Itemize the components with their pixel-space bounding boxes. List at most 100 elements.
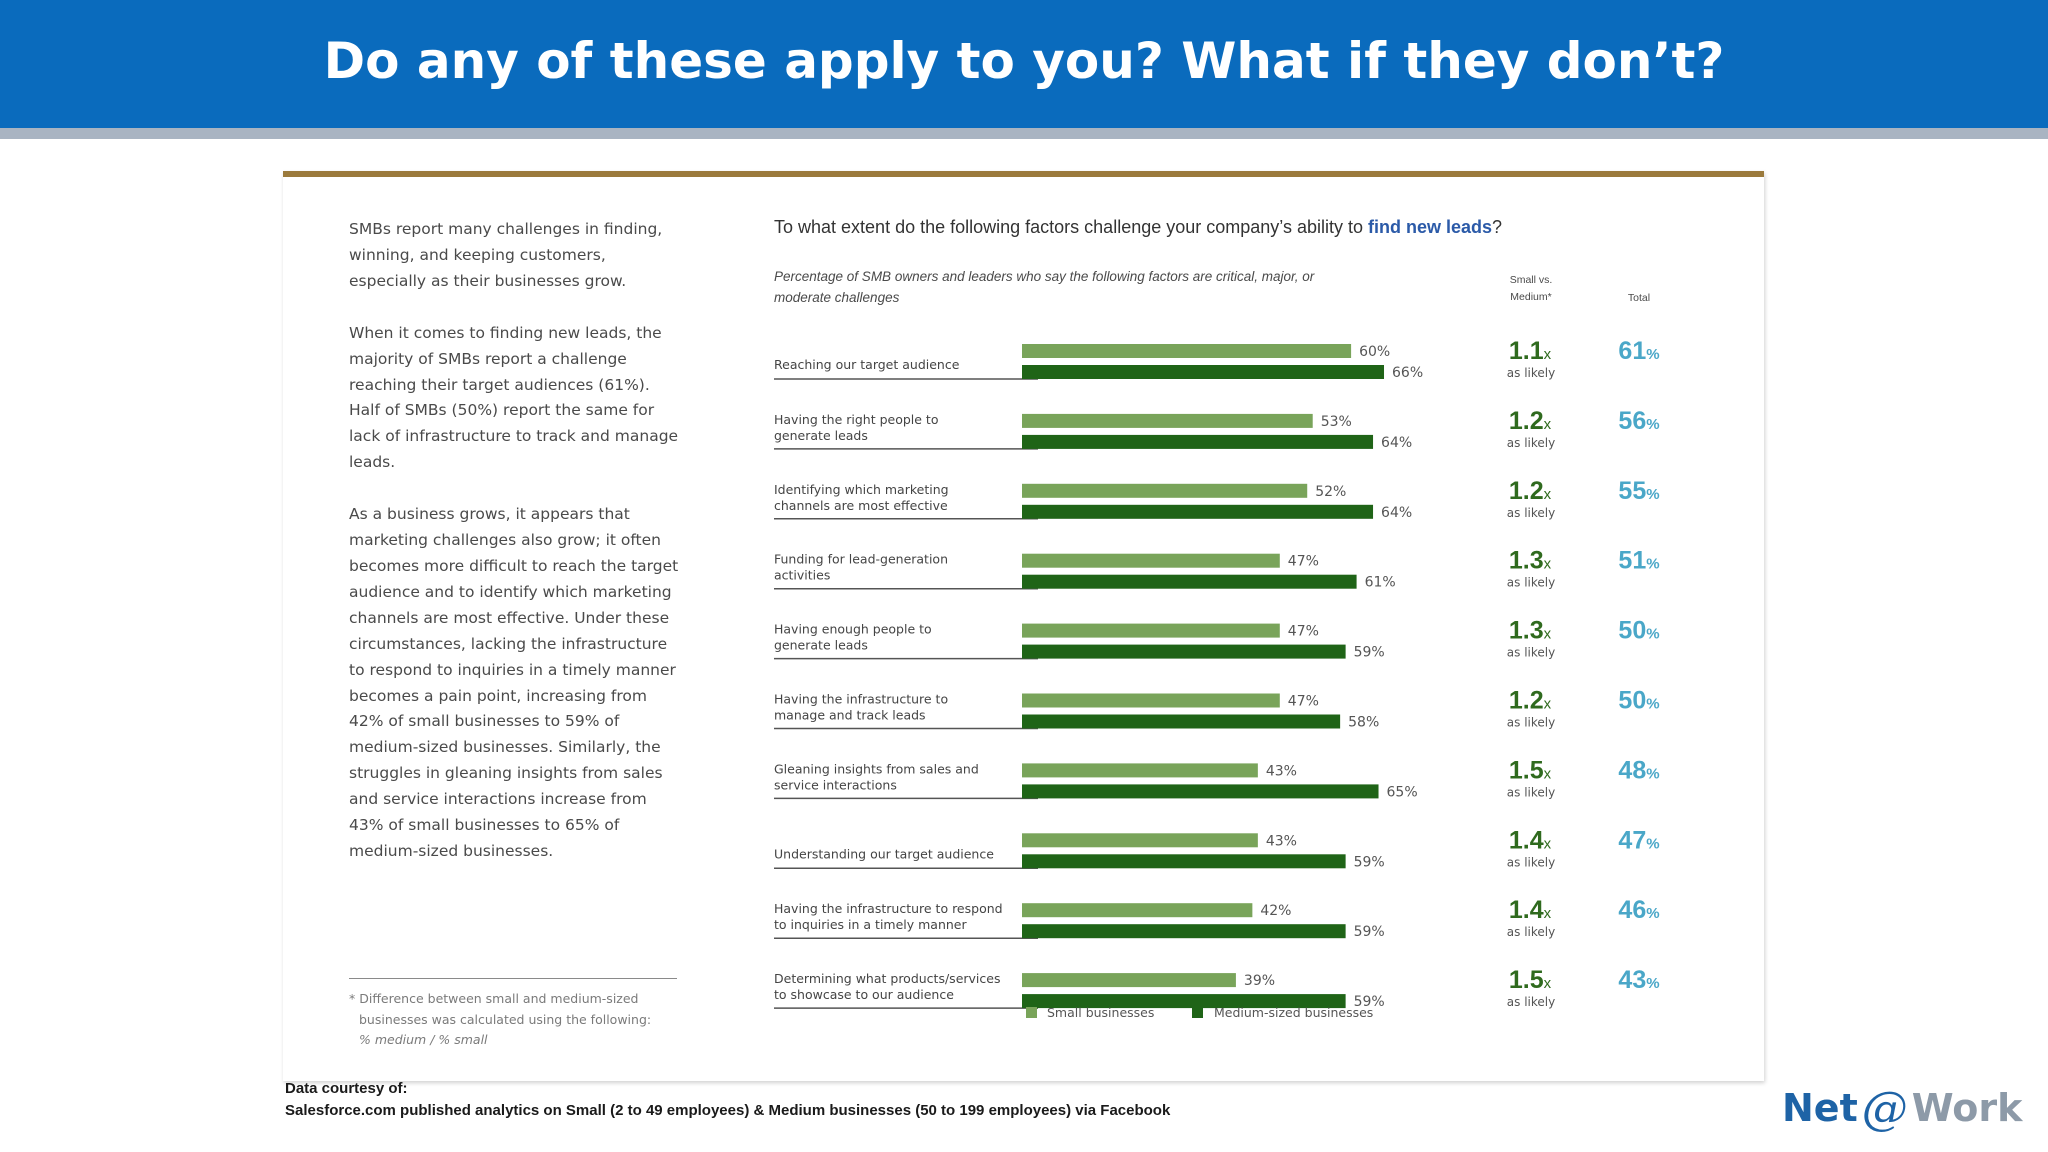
category-label: to inquiries in a timely manner: [774, 917, 967, 932]
category-label: Understanding our target audience: [774, 846, 994, 861]
ratio-number: 1.1: [1509, 337, 1544, 365]
total-value: 55%: [1618, 477, 1659, 505]
ratio-header-line-2: Medium*: [1510, 291, 1552, 303]
source-line-1: Data courtesy of:: [285, 1080, 408, 1097]
total-value: 46%: [1618, 896, 1659, 924]
ratio-value: 1.1x: [1509, 337, 1552, 365]
bar-small: [1022, 973, 1236, 988]
value-label-medium: 59%: [1354, 854, 1385, 870]
bar-small: [1022, 344, 1352, 358]
ratio-column-header: Small vs. Medium*: [1496, 272, 1566, 306]
bar-small: [1022, 833, 1258, 848]
bar-medium: [1022, 784, 1379, 799]
bar-medium: [1022, 434, 1374, 449]
total-value: 48%: [1618, 756, 1659, 784]
legend-swatch-small: [1026, 1007, 1037, 1018]
ratio-number: 1.3: [1509, 617, 1544, 645]
ratio-suffix: x: [1544, 696, 1552, 713]
legend-swatch-medium: [1192, 1007, 1203, 1018]
ratio-caption: as likely: [1507, 925, 1555, 939]
bar-small: [1022, 763, 1258, 778]
ratio-value: 1.2x: [1509, 477, 1552, 505]
ratio-caption: as likely: [1507, 855, 1555, 869]
ratio-number: 1.4: [1509, 896, 1544, 924]
ratio-value: 1.4x: [1509, 896, 1552, 924]
ratio-number: 1.2: [1509, 477, 1544, 505]
ratio-value: 1.3x: [1509, 617, 1552, 645]
source-line-2: Salesforce.com published analytics on Sm…: [285, 1102, 1171, 1119]
bar-medium: [1022, 994, 1346, 1009]
ratio-value: 1.2x: [1509, 687, 1552, 715]
total-value: 50%: [1618, 617, 1659, 645]
total-number: 61: [1618, 337, 1646, 365]
ratio-suffix: x: [1544, 486, 1552, 503]
total-number: 50: [1618, 617, 1646, 645]
total-percent-sign: %: [1646, 975, 1659, 992]
total-value: 47%: [1618, 826, 1659, 854]
total-value: 51%: [1618, 547, 1659, 575]
ratio-caption: as likely: [1507, 436, 1555, 450]
infographic-panel: SMBs report many challenges in finding, …: [283, 171, 1764, 1081]
footnote-formula: % medium / % small: [359, 1032, 488, 1047]
total-percent-sign: %: [1646, 556, 1659, 573]
intro-text: SMBs report many challenges in finding, …: [349, 217, 684, 891]
logo-at-symbol: @: [1861, 1081, 1908, 1135]
total-number: 51: [1618, 547, 1646, 575]
total-percent-sign: %: [1646, 416, 1659, 433]
total-number: 43: [1618, 966, 1646, 994]
header-divider: [0, 128, 2048, 139]
value-label-small: 60%: [1359, 344, 1390, 360]
ratio-suffix: x: [1544, 765, 1552, 782]
ratio-number: 1.2: [1509, 407, 1544, 435]
bar-chart: Reaching our target audience60%66%1.1xas…: [774, 337, 1660, 1020]
value-label-medium: 59%: [1354, 645, 1385, 661]
ratio-suffix: x: [1544, 626, 1552, 643]
question-highlight: find new leads: [1368, 217, 1493, 237]
value-label-medium: 66%: [1392, 365, 1423, 381]
ratio-value: 1.5x: [1509, 966, 1552, 994]
bar-medium: [1022, 644, 1346, 659]
value-label-small: 43%: [1266, 833, 1297, 849]
source-note: Data courtesy of: Salesforce.com publish…: [285, 1078, 1170, 1122]
value-label-medium: 59%: [1354, 994, 1385, 1010]
value-label-medium: 58%: [1348, 715, 1379, 731]
intro-paragraph-2: When it comes to finding new leads, the …: [349, 323, 679, 472]
intro-paragraph-3: As a business grows, it appears that mar…: [349, 505, 679, 860]
ratio-number: 1.5: [1509, 966, 1544, 994]
bar-small: [1022, 553, 1280, 568]
value-label-small: 39%: [1244, 973, 1275, 989]
chart-question: To what extent do the following factors …: [774, 217, 1674, 238]
footnote: * Difference between small and medium-si…: [349, 989, 679, 1051]
ratio-suffix: x: [1544, 346, 1552, 363]
bar-small: [1022, 623, 1280, 638]
legend-label-small: Small businesses: [1047, 1005, 1154, 1020]
total-percent-sign: %: [1646, 696, 1659, 713]
header-banner: Do any of these apply to you? What if th…: [0, 0, 2048, 128]
footnote-line-1: * Difference between small and medium-si…: [349, 991, 639, 1006]
ratio-suffix: x: [1544, 416, 1552, 433]
total-percent-sign: %: [1646, 486, 1659, 503]
total-percent-sign: %: [1646, 765, 1659, 782]
total-percent-sign: %: [1646, 905, 1659, 922]
value-label-small: 42%: [1260, 903, 1291, 919]
page-title: Do any of these apply to you? What if th…: [323, 32, 1725, 90]
value-label-small: 53%: [1321, 414, 1352, 430]
ratio-number: 1.4: [1509, 826, 1544, 854]
bar-medium: [1022, 504, 1374, 519]
value-label-medium: 65%: [1387, 784, 1418, 800]
total-number: 56: [1618, 407, 1646, 435]
company-logo: Net @ Work: [1782, 1083, 2022, 1133]
ratio-caption: as likely: [1507, 576, 1555, 590]
value-label-medium: 64%: [1381, 435, 1412, 451]
value-label-small: 47%: [1288, 694, 1319, 710]
value-label-medium: 64%: [1381, 505, 1412, 521]
category-label: channels are most effective: [774, 498, 948, 513]
category-label: to showcase to our audience: [774, 987, 954, 1002]
total-column-header: Total: [1627, 292, 1651, 304]
category-label: Identifying which marketing: [774, 482, 949, 497]
value-label-small: 52%: [1315, 484, 1346, 500]
bar-small: [1022, 483, 1308, 498]
category-label: activities: [774, 568, 830, 583]
value-label-small: 43%: [1266, 763, 1297, 779]
footnote-line-2: businesses was calculated using the foll…: [359, 1011, 652, 1027]
